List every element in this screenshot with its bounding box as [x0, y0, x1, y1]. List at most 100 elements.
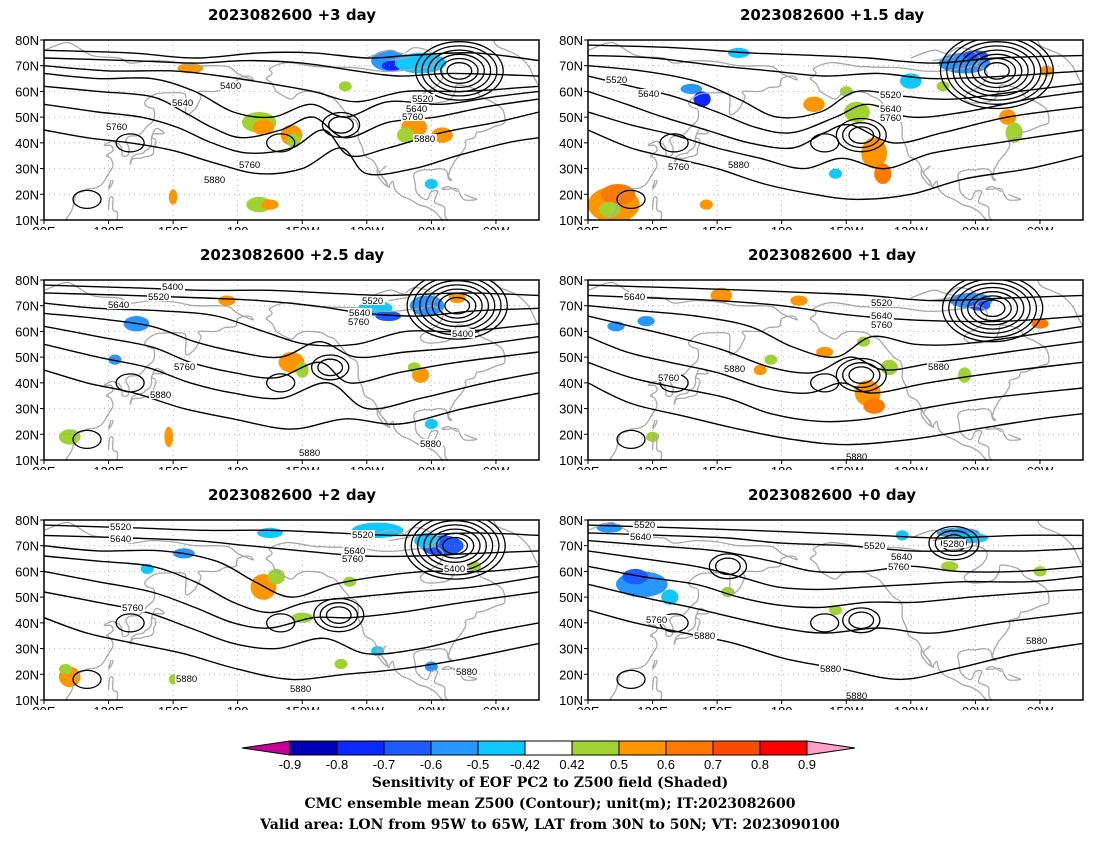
lat-tick-label: 30N	[15, 402, 39, 417]
coastline	[651, 676, 663, 700]
contour-label-bg	[845, 691, 869, 700]
z500-contour	[588, 305, 1083, 359]
lat-tick-label: 70N	[559, 299, 583, 314]
contour-label: 5760	[658, 373, 679, 384]
coastline	[910, 289, 955, 302]
contour-label: 5520	[634, 520, 655, 531]
colorbar-segment	[430, 740, 479, 756]
lat-tick-label: 60N	[15, 84, 39, 99]
colorbar-left-arrow	[241, 740, 291, 756]
lon-tick-label: 150W	[829, 464, 864, 470]
contour-label-bg	[633, 520, 657, 529]
z500-contour	[588, 565, 1083, 609]
contour-label-bg	[870, 311, 894, 320]
panel-title: 2023082600 +2 day	[208, 486, 376, 504]
contour-label: 5640	[891, 552, 912, 563]
contour-label-bg	[109, 534, 133, 543]
sensitivity-shading	[252, 119, 275, 136]
panel-title: 2023082600 +1 day	[748, 246, 916, 264]
closed-contour	[810, 373, 840, 393]
z500-contour	[44, 72, 539, 119]
contour-label: 5400	[444, 564, 465, 575]
closed-contour	[971, 53, 1023, 89]
closed-contour	[321, 111, 361, 138]
closed-contour	[72, 189, 102, 210]
contour-label: 5880	[414, 134, 435, 145]
lat-tick-label: 30N	[15, 162, 39, 177]
colorbar-segment	[618, 740, 667, 756]
sensitivity-shading	[646, 431, 660, 442]
lat-tick-label: 50N	[559, 590, 583, 605]
lon-tick-label: 120W	[894, 704, 929, 710]
contour-label: 5520	[412, 94, 433, 105]
sensitivity-shading	[397, 127, 415, 143]
lon-tick-label: 120W	[350, 704, 385, 710]
map-panel-6: 2023082600 +0 day 5520 5640 5280 5520 5640 57…	[540, 480, 1100, 710]
lat-tick-label: 30N	[15, 642, 39, 657]
lon-tick-label: 180	[227, 704, 249, 710]
closed-contour	[948, 280, 1038, 339]
contour-label-bg	[819, 664, 843, 673]
lon-tick-label: 120W	[350, 464, 385, 470]
closed-contour	[72, 669, 102, 690]
contour-label-bg	[863, 541, 887, 550]
contour-label-bg	[121, 603, 145, 612]
lon-tick-label: 150W	[285, 464, 320, 470]
sensitivity-shading	[596, 522, 623, 533]
closed-contour	[973, 295, 1012, 322]
contour-label-bg	[107, 300, 131, 309]
coastline	[985, 425, 1022, 441]
map-panel-1: 2023082600 +3 day 5400 5640 5760 5520 5640 57…	[0, 0, 550, 230]
contour-label-bg	[667, 162, 691, 171]
closed-contour	[842, 362, 881, 389]
coastline	[44, 41, 254, 220]
closed-contour	[810, 133, 840, 153]
contour-label-bg	[890, 552, 914, 561]
lon-tick-label: 150W	[829, 704, 864, 710]
coastline	[920, 165, 935, 189]
contour-label-bg	[413, 134, 437, 143]
lon-tick-label: 120E	[93, 464, 124, 470]
lon-tick-label: 120E	[637, 464, 668, 470]
coastline	[366, 529, 411, 542]
colorbar-tick-label: -0.42	[510, 757, 540, 772]
sensitivity-shading	[699, 199, 713, 210]
closed-contour	[977, 57, 1017, 84]
closed-contour	[946, 40, 1048, 105]
colorbar-right-arrow	[806, 740, 856, 756]
contour-label-bg	[203, 175, 227, 184]
contour-label-bg	[727, 160, 751, 169]
contour-label: 5280	[943, 539, 964, 550]
closed-contour	[954, 282, 1031, 334]
lat-tick-label: 20N	[559, 187, 583, 202]
closed-contour	[406, 280, 508, 340]
colorbar-segment	[336, 740, 385, 756]
closed-contour	[313, 597, 365, 633]
closed-contour	[616, 189, 646, 210]
contour-label-bg	[105, 122, 129, 131]
lon-tick-label: 90W	[962, 224, 989, 230]
closed-contour	[427, 49, 492, 93]
lat-tick-label: 40N	[15, 616, 39, 631]
contour-label: 5520	[362, 296, 383, 307]
closed-contour	[115, 613, 145, 633]
z500-contour	[588, 583, 1083, 634]
sensitivity-shading	[424, 418, 438, 430]
coastline	[651, 419, 658, 430]
closed-contour	[266, 613, 296, 633]
colorbar-tick-label: -0.7	[373, 757, 395, 772]
closed-contour	[266, 373, 296, 393]
contour-label-bg	[149, 390, 173, 399]
closed-contour	[421, 45, 498, 97]
lon-tick-label: 150E	[702, 224, 733, 230]
coastline	[129, 127, 165, 165]
contour-label: 5880	[204, 175, 225, 186]
coastline	[673, 367, 709, 405]
z500-contour	[588, 361, 1083, 423]
closed-contour	[835, 357, 887, 393]
contour-label-bg	[343, 546, 367, 555]
lat-tick-label: 10N	[559, 693, 583, 708]
z500-contour	[44, 57, 539, 77]
contour-label: 5520	[871, 298, 892, 309]
closed-contour	[328, 116, 354, 134]
